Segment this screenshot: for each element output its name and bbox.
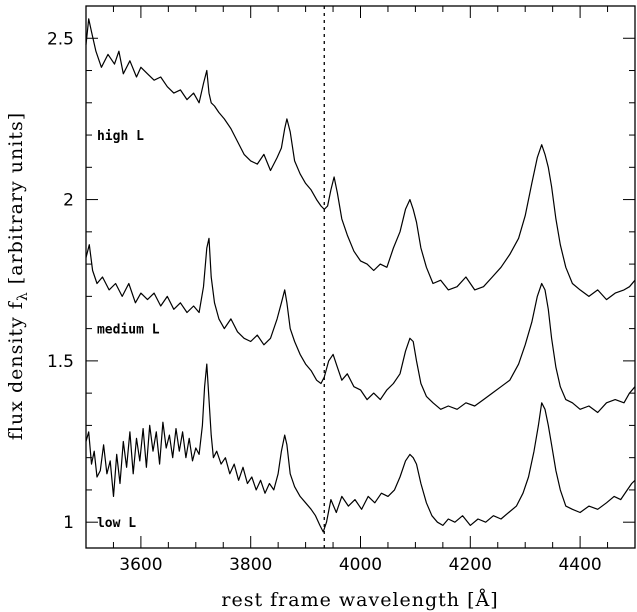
x-tick-label: 4400 xyxy=(558,555,601,575)
y-axis-title-tail: [arbitrary units] xyxy=(5,112,27,291)
x-tick-label: 3800 xyxy=(229,555,272,575)
series-layer xyxy=(85,18,636,533)
x-tick-label: 4200 xyxy=(449,555,492,575)
y-tick-label: 1 xyxy=(63,513,74,533)
series-line-0 xyxy=(85,18,636,301)
y-axis-title: flux density fλ [arbitrary units] xyxy=(5,112,31,440)
x-tick-label: 4000 xyxy=(339,555,382,575)
tick-label-layer: 3600 3800 4000 4200 4400 1 1.5 2 2.5 xyxy=(47,29,602,575)
y-tick-label: 2.5 xyxy=(47,29,74,49)
y-tick-label: 2 xyxy=(63,191,74,211)
tick-layer xyxy=(85,5,636,548)
x-tick-label: 3600 xyxy=(119,555,162,575)
x-axis-title: rest frame wavelength [Å] xyxy=(221,589,498,611)
series-line-1 xyxy=(85,237,636,414)
series-label-2: low L xyxy=(97,516,136,531)
series-line-2 xyxy=(85,363,636,533)
y-axis-title-main: flux density f xyxy=(5,300,27,440)
series-label-layer: high L medium L low L xyxy=(97,129,160,531)
series-label-1: medium L xyxy=(97,323,160,338)
y-tick-label: 1.5 xyxy=(47,352,74,372)
series-label-0: high L xyxy=(97,129,144,144)
y-axis-title-subscript: λ xyxy=(15,291,31,301)
